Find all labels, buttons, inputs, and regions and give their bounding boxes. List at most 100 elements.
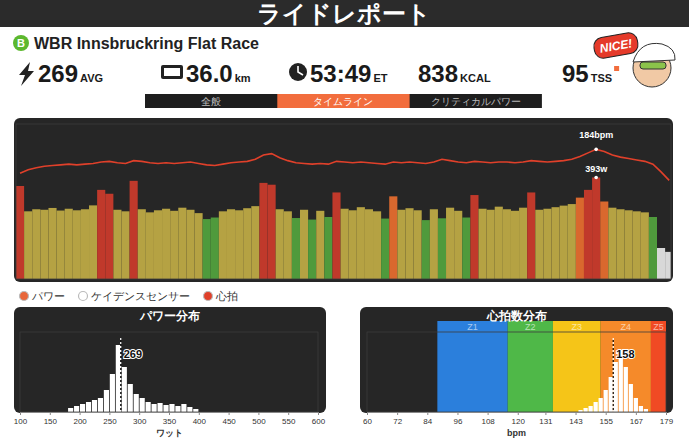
power-bar — [625, 210, 633, 279]
hist-bar — [609, 377, 613, 412]
x-axis-title: ワット — [156, 428, 183, 438]
zone-label: Z5 — [653, 322, 664, 332]
stat-value: 838 — [418, 60, 458, 87]
power-bar — [462, 218, 470, 279]
tick-mark — [367, 412, 368, 415]
power-bar — [97, 190, 105, 279]
power-bar — [568, 204, 576, 279]
power-bar — [552, 207, 560, 279]
tick-mark — [636, 412, 637, 415]
power-bar — [381, 219, 389, 279]
power-bar — [503, 209, 511, 279]
zone-label: Z2 — [525, 322, 536, 332]
power-bar — [146, 212, 154, 279]
avatar-glasses — [640, 62, 666, 69]
power-bar — [332, 192, 340, 279]
tab-label[interactable]: 全般 — [201, 96, 221, 107]
power-bar — [24, 211, 32, 279]
power-bar — [454, 211, 462, 279]
tick-label: 120 — [512, 417, 526, 426]
tick: 100 — [14, 412, 28, 426]
zone-band — [508, 321, 553, 412]
power-bar — [405, 208, 413, 279]
tick: 131 — [539, 412, 553, 426]
timeline-panel — [14, 118, 673, 282]
zone-band — [601, 321, 651, 412]
stat-unit: AVG — [80, 72, 103, 84]
power-bar — [616, 209, 624, 279]
stat-value: 53:49 — [310, 60, 371, 87]
power-bar — [665, 252, 671, 279]
timeline-plot — [16, 149, 671, 279]
zone-band — [553, 321, 601, 412]
page-title: ライドレポート — [257, 0, 431, 27]
hist-bar — [599, 398, 603, 412]
time-icon-hands — [298, 66, 303, 75]
category-badge — [13, 35, 29, 51]
tick-label: 84 — [423, 417, 432, 426]
hist-bar — [614, 362, 618, 412]
power-bar — [511, 211, 519, 279]
power-bar — [268, 185, 276, 279]
stat-unit: ET — [373, 72, 387, 84]
hist-bar — [128, 384, 133, 412]
legend-label: ケイデンスセンサー — [91, 290, 190, 302]
power-bar — [389, 196, 397, 279]
power-bar — [324, 217, 332, 279]
power-bar — [178, 208, 186, 279]
power-bar — [422, 220, 430, 279]
tick-label: 600 — [312, 417, 326, 426]
title-bar — [0, 0, 689, 27]
hist-bar — [589, 406, 593, 412]
power-bar — [284, 211, 292, 279]
power-bar — [560, 206, 568, 279]
power-bar — [40, 210, 48, 279]
power-bar — [276, 209, 284, 279]
tick-label: 179 — [660, 417, 674, 426]
power-bar — [211, 218, 219, 279]
badge: NICE! — [592, 31, 639, 59]
legend-label: パワー — [31, 290, 65, 302]
tick-mark — [545, 412, 546, 415]
tab-label[interactable]: タイムライン — [313, 96, 373, 107]
x-axis: 100150200250300350400450500550600 — [14, 412, 326, 426]
tick: 143 — [569, 412, 583, 426]
power-bar — [633, 211, 641, 279]
power-bar — [48, 208, 56, 279]
power-bar — [16, 186, 24, 279]
tick-mark — [288, 412, 289, 415]
zone-band — [651, 321, 666, 412]
tick-mark — [199, 412, 200, 415]
power-bar — [186, 210, 194, 279]
tick-label: 350 — [163, 417, 177, 426]
tick-mark — [20, 412, 21, 415]
power-bar — [470, 195, 478, 279]
tick: 250 — [103, 412, 117, 426]
tick-label: 550 — [282, 417, 296, 426]
tick: 72 — [393, 412, 402, 426]
hist-bar — [68, 408, 73, 412]
tick-label: 400 — [193, 417, 207, 426]
power-bar — [608, 208, 616, 279]
hist-plot — [68, 338, 198, 412]
hist-bar — [152, 404, 157, 412]
legend-label: 心拍 — [215, 290, 238, 302]
tick-mark — [427, 412, 428, 415]
tab-label[interactable]: クリティカルパワー — [431, 96, 521, 107]
power-bar — [162, 209, 170, 279]
series-line — [20, 149, 669, 180]
power-icon — [19, 62, 34, 86]
annotation-point — [594, 148, 598, 152]
power-bar — [495, 207, 503, 279]
power-bar — [349, 210, 357, 279]
tick-label: 72 — [393, 417, 402, 426]
power-bar — [195, 213, 203, 279]
power-bar — [600, 202, 608, 280]
badge-bg — [592, 31, 639, 59]
mean-line — [613, 338, 614, 412]
power-bar — [438, 218, 446, 279]
hist-bar — [639, 406, 643, 412]
hist-plot — [437, 321, 666, 412]
tick-label: 108 — [481, 417, 495, 426]
page: ライドレポートBWBR Innsbruckring Flat Race269AV… — [0, 0, 689, 443]
